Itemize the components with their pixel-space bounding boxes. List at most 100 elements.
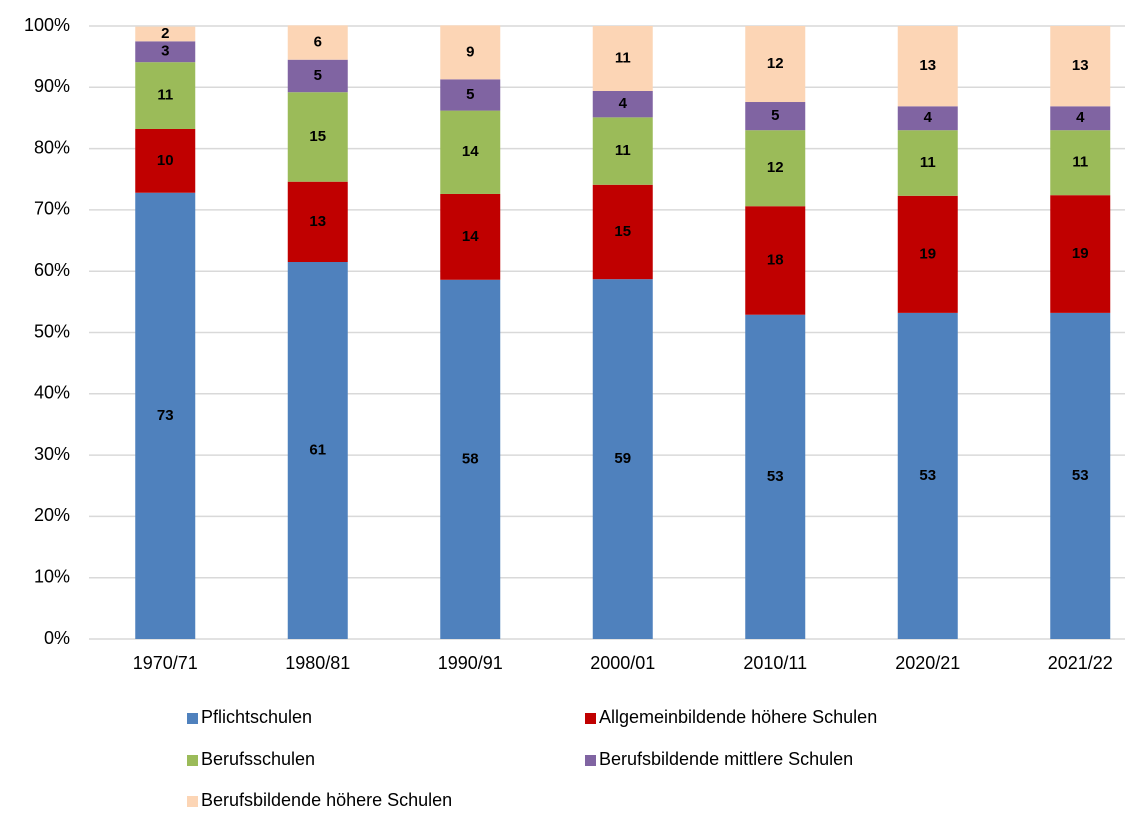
bar-segment	[135, 41, 196, 63]
y-tick-label: 100%	[24, 15, 70, 35]
value-label: 15	[309, 128, 326, 145]
value-label: 53	[1072, 467, 1089, 484]
y-tick-label: 70%	[34, 199, 70, 219]
value-label: 14	[462, 143, 479, 160]
bar-segment	[897, 26, 958, 107]
value-label: 58	[462, 450, 479, 467]
legend-swatch	[585, 755, 596, 766]
bar-segment	[440, 193, 501, 280]
bar-segment	[135, 62, 196, 129]
value-label: 59	[614, 450, 631, 467]
value-label: 12	[767, 55, 784, 72]
bar-segment	[135, 26, 196, 42]
value-label: 11	[615, 49, 631, 66]
value-label: 19	[1072, 245, 1089, 262]
bar-segment	[287, 25, 348, 60]
bar-segment	[440, 25, 501, 80]
bar-segment	[745, 102, 806, 131]
bar-segment	[592, 90, 653, 118]
value-label: 4	[1076, 109, 1085, 126]
bar-segment	[897, 312, 958, 639]
value-label: 53	[767, 468, 784, 485]
bar-segment	[897, 195, 958, 313]
bar-segment	[287, 59, 348, 93]
value-label: 73	[157, 407, 174, 424]
value-label: 18	[767, 251, 784, 268]
bar-segment	[440, 110, 501, 194]
bar-segment	[592, 117, 653, 185]
bar-segment	[1050, 106, 1111, 131]
y-tick-label: 50%	[34, 321, 70, 341]
bar-segment	[135, 128, 196, 193]
y-tick-label: 80%	[34, 137, 70, 157]
legend-label: Berufsbildende höhere Schulen	[201, 790, 452, 810]
bar-segment	[1050, 130, 1111, 196]
legend-label: Allgemeinbildende höhere Schulen	[599, 707, 877, 727]
bar-segment	[897, 106, 958, 131]
y-tick-label: 20%	[34, 505, 70, 525]
legend-swatch	[187, 755, 198, 766]
value-label: 5	[771, 107, 779, 124]
value-label: 11	[157, 87, 173, 104]
value-label: 14	[462, 228, 479, 245]
value-label: 15	[614, 223, 631, 240]
value-label: 13	[309, 213, 326, 230]
bar-segment	[440, 79, 501, 111]
y-tick-label: 30%	[34, 444, 70, 464]
bar-segment	[287, 181, 348, 263]
bar-segment	[897, 130, 958, 196]
value-label: 2	[161, 25, 169, 42]
bar-segment	[745, 314, 806, 639]
bar-segment	[1050, 195, 1111, 313]
y-tick-label: 0%	[44, 628, 70, 648]
x-tick-label: 2000/01	[590, 653, 655, 673]
legend-swatch	[187, 713, 198, 724]
bar-segment	[1050, 312, 1111, 639]
value-label: 3	[161, 43, 169, 60]
legend-label: Pflichtschulen	[201, 707, 312, 727]
legend-label: Berufsbildende mittlere Schulen	[599, 749, 853, 769]
value-label: 6	[314, 34, 322, 51]
x-tick-label: 1990/91	[438, 653, 503, 673]
bar-segment	[592, 184, 653, 280]
value-label: 61	[309, 441, 326, 458]
bar-segment	[1050, 26, 1111, 107]
bar-segment	[440, 279, 501, 639]
value-label: 13	[1072, 57, 1089, 74]
legend-label: Berufsschulen	[201, 749, 315, 769]
value-label: 5	[466, 86, 474, 103]
y-tick-label: 40%	[34, 383, 70, 403]
y-tick-label: 60%	[34, 260, 70, 280]
bar-segment	[592, 26, 653, 91]
value-label: 13	[919, 57, 936, 74]
value-label: 11	[615, 142, 631, 159]
x-tick-label: 2020/21	[895, 653, 960, 673]
value-label: 10	[157, 152, 174, 169]
bar-segment	[745, 206, 806, 315]
value-label: 5	[314, 67, 322, 84]
value-label: 9	[466, 43, 474, 60]
bar-segment	[135, 192, 196, 639]
x-tick-label: 2010/11	[743, 653, 807, 673]
legend-swatch	[585, 713, 596, 724]
y-tick-label: 90%	[34, 76, 70, 96]
value-label: 19	[919, 245, 936, 262]
value-label: 12	[767, 159, 784, 176]
x-tick-label: 1980/81	[285, 653, 350, 673]
value-label: 11	[1072, 154, 1088, 171]
bar-segment	[287, 262, 348, 639]
value-label: 53	[919, 467, 936, 484]
value-label: 11	[920, 154, 936, 171]
bar-segment	[745, 26, 806, 103]
x-tick-label: 1970/71	[133, 653, 198, 673]
y-tick-label: 10%	[34, 566, 70, 586]
bar-segment	[745, 130, 806, 207]
x-tick-label: 2021/22	[1048, 653, 1113, 673]
bar-segment	[287, 92, 348, 182]
bar-segment	[592, 279, 653, 639]
legend-swatch	[187, 796, 198, 807]
value-label: 4	[619, 95, 628, 112]
value-label: 4	[924, 109, 933, 126]
